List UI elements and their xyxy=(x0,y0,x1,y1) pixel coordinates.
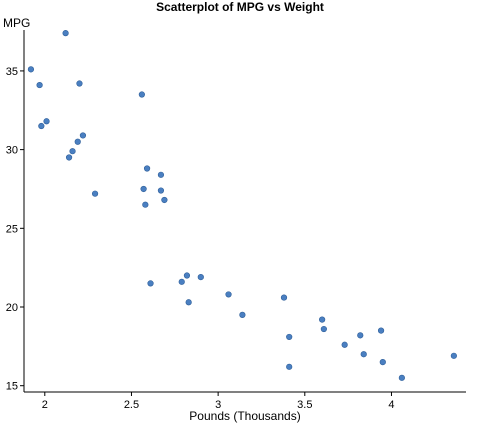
data-point xyxy=(157,187,165,194)
data-point xyxy=(319,316,326,323)
data-point xyxy=(286,363,293,370)
data-point xyxy=(280,294,288,301)
data-point xyxy=(74,138,81,145)
x-tick-label: 2.5 xyxy=(124,399,139,411)
data-point xyxy=(239,311,246,318)
data-point xyxy=(197,274,204,281)
data-point xyxy=(178,278,185,285)
data-point xyxy=(286,333,293,341)
data-point xyxy=(140,185,147,193)
data-point xyxy=(91,190,99,197)
data-point xyxy=(43,118,50,125)
x-tick-label: 4 xyxy=(388,399,394,411)
data-point xyxy=(185,299,192,306)
data-point xyxy=(147,280,154,287)
y-ticks: 15 20 25 30 35 xyxy=(6,66,24,393)
y-tick-label: 15 xyxy=(6,381,18,393)
data-point xyxy=(183,272,191,279)
y-axis-label: MPG xyxy=(3,16,30,30)
data-point xyxy=(38,122,45,130)
data-point xyxy=(360,351,367,358)
data-point xyxy=(36,81,43,89)
data-point xyxy=(161,196,168,204)
data-point xyxy=(143,165,151,172)
data-point xyxy=(142,201,149,208)
data-point xyxy=(357,332,364,339)
data-point xyxy=(138,91,145,98)
data-point xyxy=(157,171,165,178)
data-point xyxy=(27,66,35,73)
chart-title: Scatterplot of MPG vs Weight xyxy=(156,0,324,14)
data-point xyxy=(379,358,386,366)
data-point xyxy=(79,132,87,139)
x-tick-label: 2 xyxy=(42,399,48,411)
data-point xyxy=(76,80,83,87)
y-tick-label: 20 xyxy=(6,302,18,314)
data-point xyxy=(62,30,69,37)
y-tick-label: 30 xyxy=(6,145,18,157)
data-points xyxy=(27,30,457,381)
data-point xyxy=(398,374,405,381)
data-point xyxy=(341,341,348,348)
y-tick-label: 35 xyxy=(6,66,18,78)
data-point xyxy=(377,327,385,334)
y-tick-label: 25 xyxy=(6,223,18,235)
x-tick-label: 3 xyxy=(215,399,221,411)
x-axis-label: Pounds (Thousands) xyxy=(189,409,300,423)
data-point xyxy=(65,154,73,161)
data-point xyxy=(69,148,76,155)
data-point xyxy=(320,325,327,333)
data-point xyxy=(450,352,457,359)
data-point xyxy=(225,291,232,298)
x-ticks: 2 2.5 3 3.5 4 xyxy=(42,392,395,411)
x-tick-label: 3.5 xyxy=(297,399,312,411)
